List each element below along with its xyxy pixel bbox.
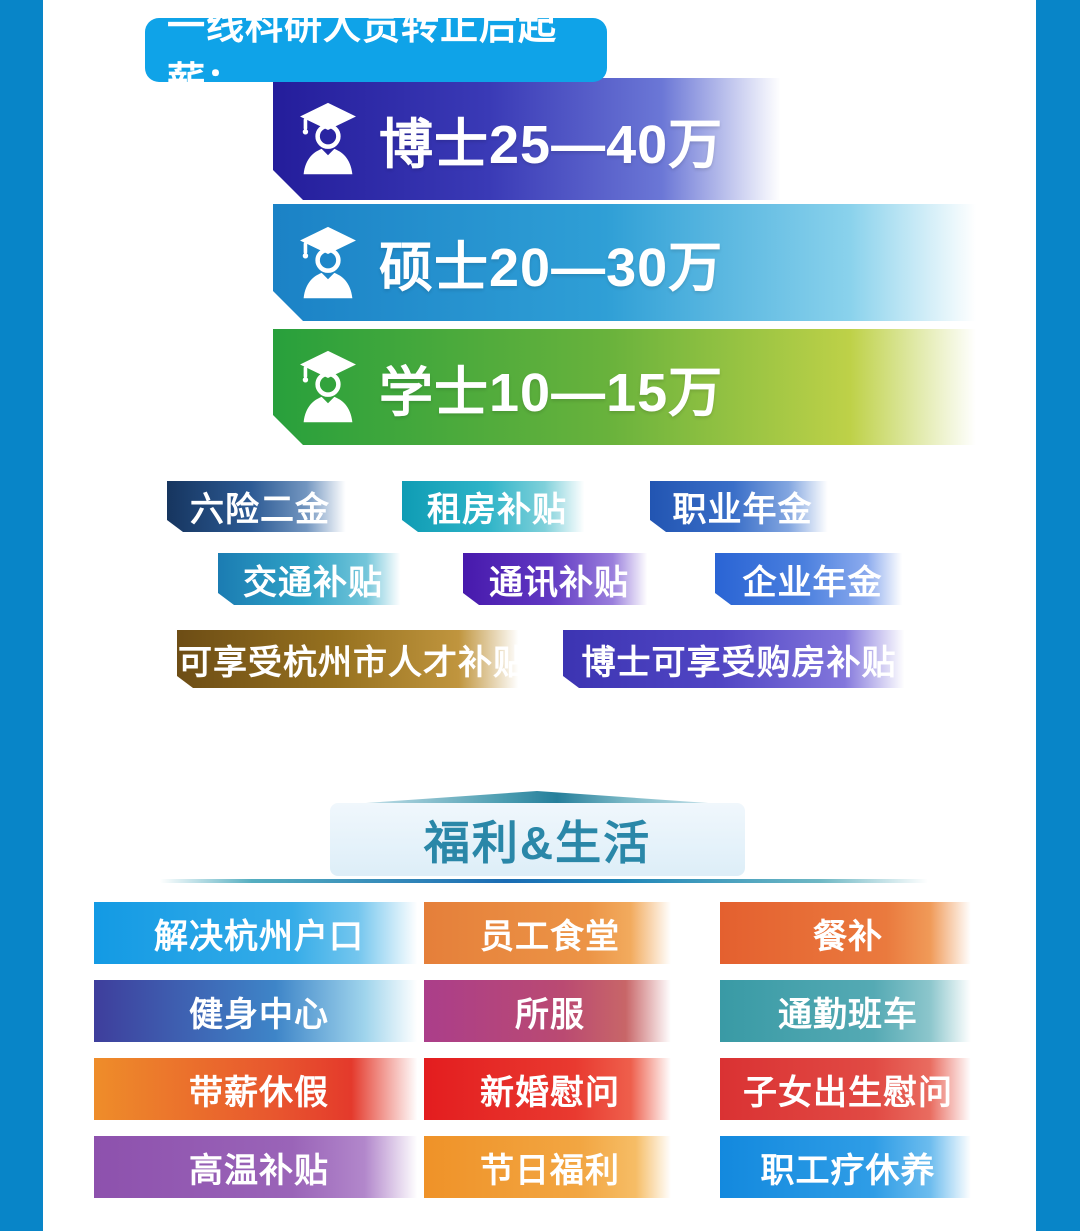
benefit-hukou: 解决杭州户口	[94, 902, 424, 964]
benefit-meal-allowance: 餐补	[720, 902, 976, 964]
graduate-icon	[299, 350, 357, 424]
tag-occupational-pension: 职业年金	[650, 481, 835, 532]
salary-header-label: 一线科研人员转正后起薪：	[167, 6, 558, 103]
benefit-recuperation: 职工疗休养	[720, 1136, 976, 1198]
tag-phd-home-purchase-subsidy: 博士可享受购房补贴	[563, 630, 915, 688]
benefit-heat-subsidy: 高温补贴	[94, 1136, 424, 1198]
benefit-shuttle-bus: 通勤班车	[720, 980, 976, 1042]
salary-bar-bachelor-label: 学士10—15万	[379, 362, 724, 423]
benefit-canteen: 员工食堂	[424, 902, 676, 964]
salary-bar-phd: 博士25—40万	[273, 78, 813, 200]
salary-bar-bachelor: 学士10—15万	[273, 329, 1013, 445]
salary-header-badge: 一线科研人员转正后起薪：	[145, 6, 607, 103]
benefit-childbirth-gift: 子女出生慰问	[720, 1058, 976, 1120]
tag-insurance-funds: 六险二金	[167, 481, 353, 532]
left-edge-bar	[0, 0, 43, 1231]
benefits-section-title: 福利&生活	[423, 816, 652, 869]
benefit-wedding-gift: 新婚慰问	[424, 1058, 676, 1120]
tag-housing-rent-subsidy: 租房补贴	[402, 481, 592, 532]
panel-roof-decoration	[337, 791, 737, 805]
tag-transport-subsidy: 交通补贴	[218, 553, 408, 605]
salary-bar-phd-label: 博士25—40万	[379, 114, 724, 175]
salary-bar-master: 硕士20—30万	[273, 204, 1013, 321]
right-edge-bar	[1036, 0, 1080, 1231]
tag-communication-subsidy: 通讯补贴	[463, 553, 655, 605]
benefit-holiday-gifts: 节日福利	[424, 1136, 676, 1198]
benefit-uniform: 所服	[424, 980, 676, 1042]
graduate-icon	[299, 102, 357, 176]
benefit-paid-leave: 带薪休假	[94, 1058, 424, 1120]
section-divider-line	[160, 879, 928, 883]
tag-hangzhou-talent-subsidy: 可享受杭州市人才补贴	[177, 630, 529, 688]
tag-enterprise-annuity: 企业年金	[715, 553, 910, 605]
benefits-section-header: 福利&生活	[330, 803, 745, 876]
salary-bar-master-label: 硕士20—30万	[379, 238, 724, 298]
benefit-gym: 健身中心	[94, 980, 424, 1042]
graduate-icon	[299, 226, 357, 300]
